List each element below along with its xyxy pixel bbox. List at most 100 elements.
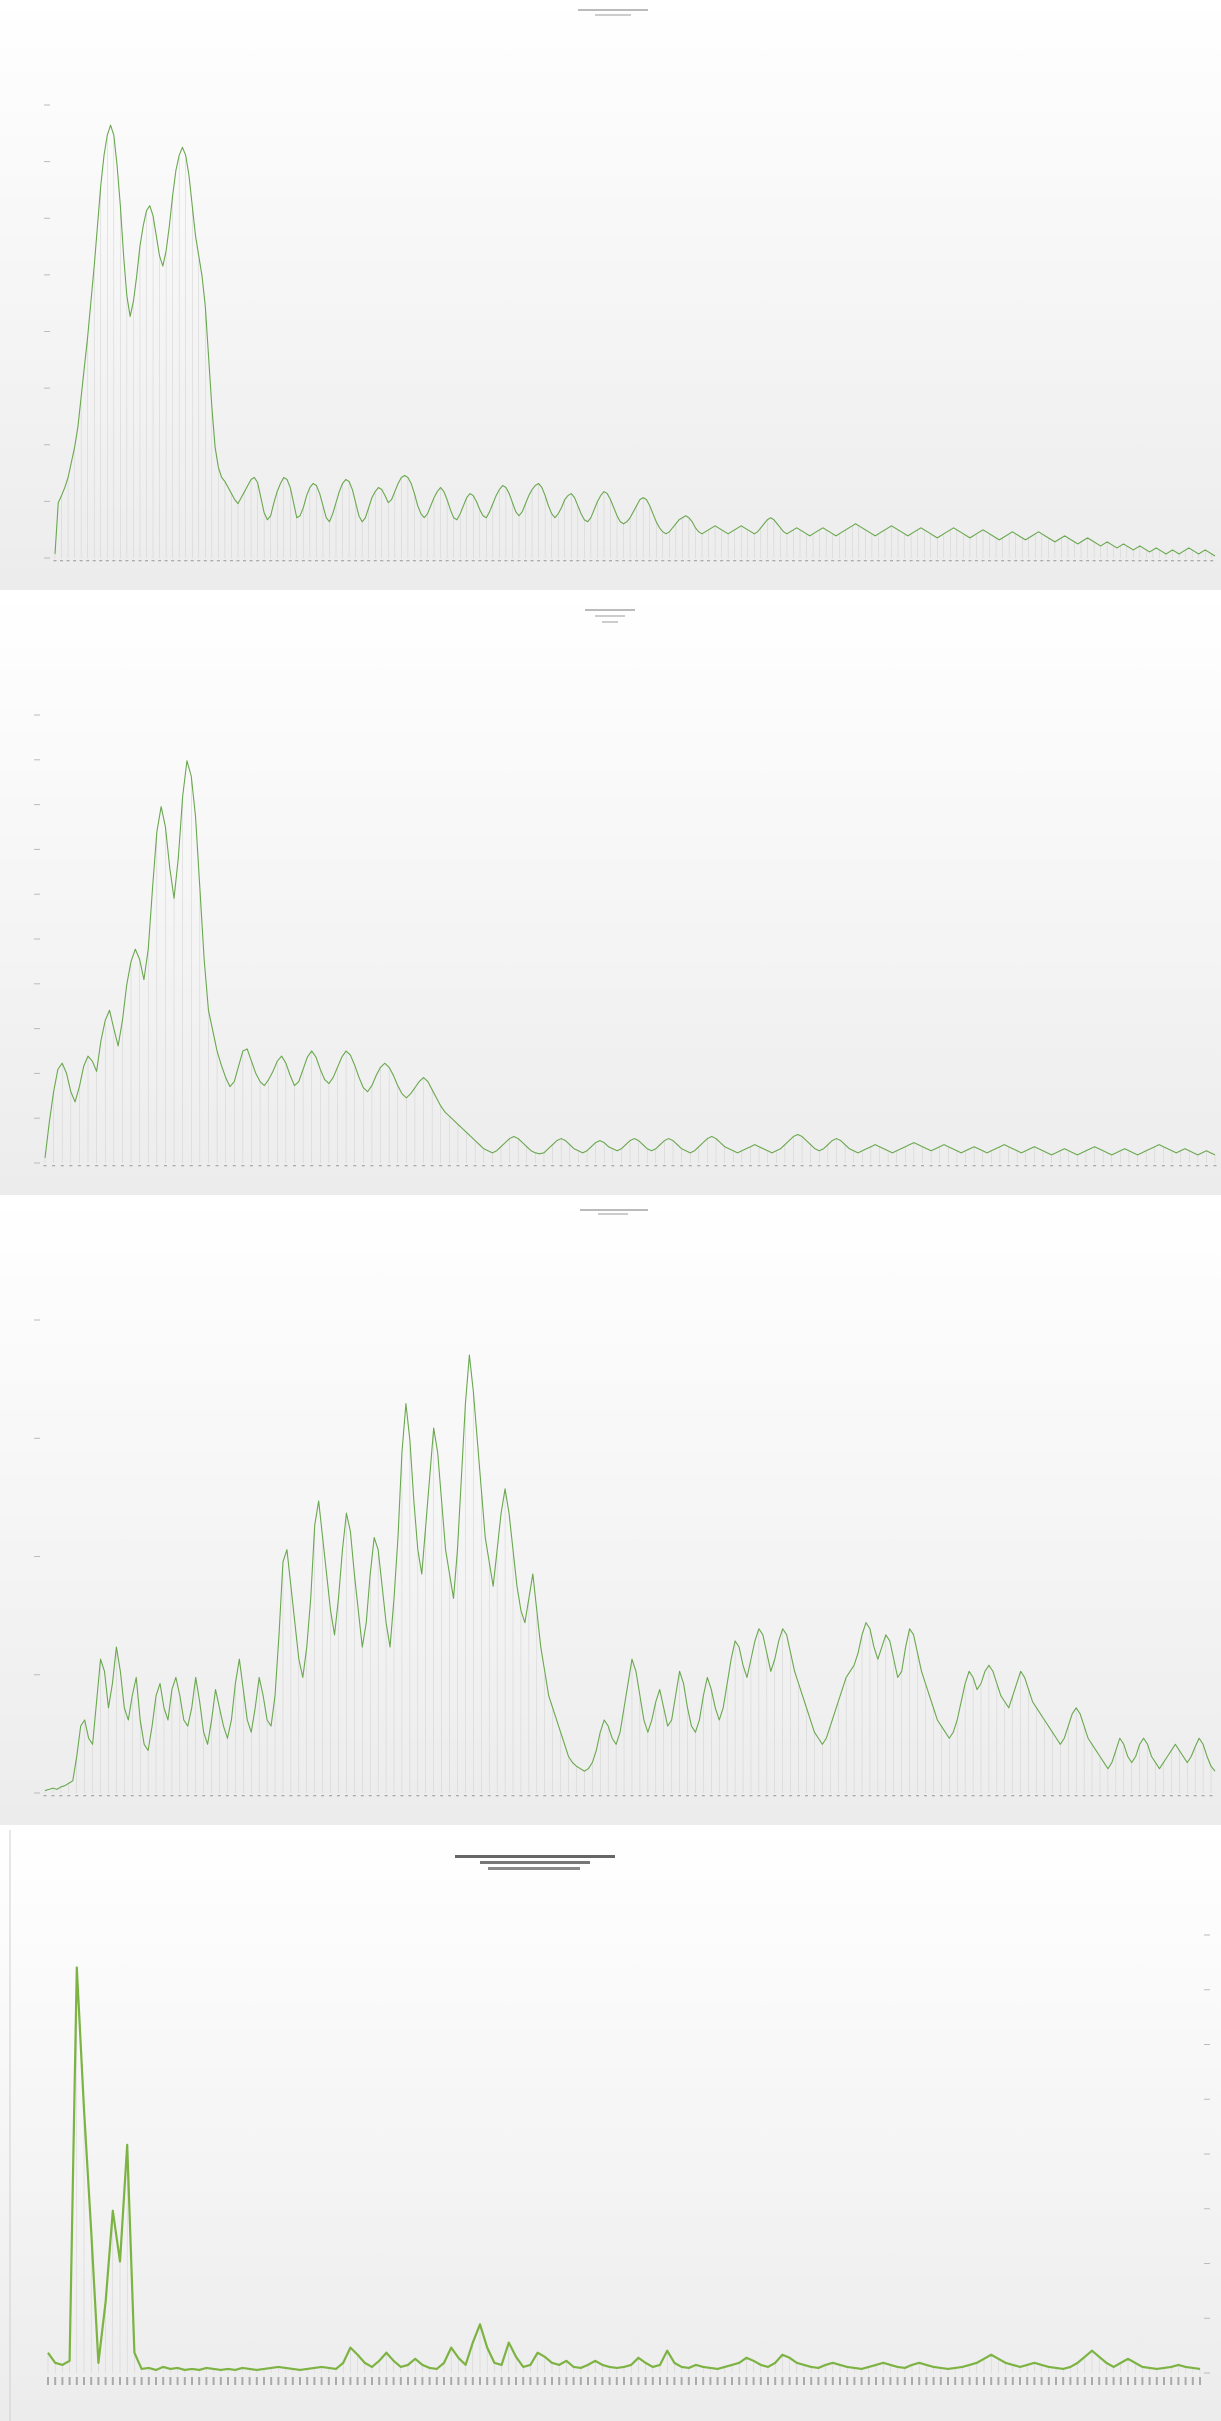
x-tick-mark [59,1795,63,1797]
x-tick-mark [292,1165,296,1167]
x-tick-mark [716,2377,719,2385]
x-tick-mark [1201,1795,1205,1797]
x-tick-mark [450,2377,453,2385]
x-tick-mark [490,1165,494,1167]
x-tick-mark [354,560,358,562]
x-tick-mark [1161,1795,1165,1797]
x-tick-mark [249,560,253,562]
x-tick-mark [909,560,913,562]
x-tick-mark [820,1795,824,1797]
x-tick-mark [998,1165,1002,1167]
x-tick-mark [301,560,305,562]
x-tick-mark [1050,1165,1054,1167]
x-tick-mark [519,1795,523,1797]
x-tick-mark [723,2377,726,2385]
x-tick-mark [424,1795,428,1797]
x-tick-mark [399,2377,402,2385]
x-tick-mark [73,560,77,562]
x-tick-mark [233,1795,237,1797]
x-tick-mark [1066,1795,1070,1797]
x-tick-mark [867,2377,870,2385]
x-tick-mark [916,560,920,562]
date-mark [602,621,618,623]
x-tick-mark [725,1795,729,1797]
x-tick-mark [1058,1795,1062,1797]
y-axis-ticks [1204,1934,1210,2374]
x-tick-mark [817,1165,821,1167]
x-tick-mark [1083,2377,1086,2385]
x-tick-mark [463,1795,467,1797]
x-tick-mark [695,2377,697,2385]
x-tick-mark [852,1795,856,1797]
chart-panel-1 [0,0,1221,590]
x-tick-mark [955,1165,959,1167]
x-tick-mark [568,1165,572,1167]
x-tick-mark [360,1795,364,1797]
x-tick-mark [1040,560,1044,562]
x-tick-mark [654,1165,658,1167]
x-tick-mark [457,2377,460,2385]
x-tick-mark [1011,1795,1015,1797]
x-tick-mark [785,560,789,562]
x-tick-mark [994,560,998,562]
x-tick-mark [493,2377,496,2385]
x-tick-mark [1161,1165,1165,1167]
x-tick-mark [1086,560,1090,562]
y-tick-mark [1204,2098,1210,2100]
x-tick-mark [622,560,626,562]
x-tick-mark [43,1795,47,1797]
title-block [455,1855,615,1870]
x-tick-mark [622,1795,626,1797]
y-axis-ticks [34,1319,40,1794]
x-tick-mark [456,1165,460,1167]
x-tick-mark [903,560,907,562]
chart-panel-2 [0,595,1221,1195]
x-tick-mark [1122,1795,1126,1797]
x-tick-mark [91,1795,95,1797]
x-tick-mark [759,560,763,562]
x-tick-mark [79,560,83,562]
x-tick-mark [809,1165,813,1167]
x-tick-mark [961,560,965,562]
x-tick-mark [602,1165,606,1167]
x-tick-mark [942,560,946,562]
x-tick-mark [257,1795,261,1797]
x-tick-mark [678,1795,682,1797]
x-tick-mark [791,1165,795,1167]
x-tick-mark [1114,1795,1118,1797]
x-tick-mark [310,1165,314,1167]
x-tick-mark [662,1795,666,1797]
x-tick-mark [852,1165,856,1167]
x-tick-mark [757,1165,761,1167]
title-block [580,1209,648,1215]
x-tick-mark [341,560,345,562]
y-tick-mark [34,759,40,761]
x-tick-mark [615,560,619,562]
x-tick-mark [284,2377,287,2385]
x-tick-mark [556,560,560,562]
x-tick-mark [478,560,482,562]
x-tick-mark [198,2377,201,2385]
x-tick-mark [186,1795,190,1797]
x-tick-mark [47,2377,49,2385]
x-tick-mark [256,560,260,562]
vertical-gridlines [44,1391,1212,1793]
x-tick-mark [236,560,240,562]
x-tick-mark [129,1165,133,1167]
x-tick-mark [972,1165,976,1167]
x-tick-mark [1112,560,1116,562]
x-tick-mark [370,1165,374,1167]
title-mark [585,609,635,611]
y-axis-ticks [34,714,40,1164]
y-tick-mark [1204,1989,1210,1991]
x-tick-mark [86,1165,90,1167]
x-tick-mark [929,1165,933,1167]
x-tick-mark [641,560,645,562]
x-tick-mark [817,2377,820,2385]
x-tick-mark [543,2377,546,2385]
y-tick-mark [34,804,40,806]
x-tick-mark [1131,560,1135,562]
x-tick-mark [983,2377,985,2385]
x-tick-mark [615,2377,618,2385]
x-tick-mark [171,560,175,562]
